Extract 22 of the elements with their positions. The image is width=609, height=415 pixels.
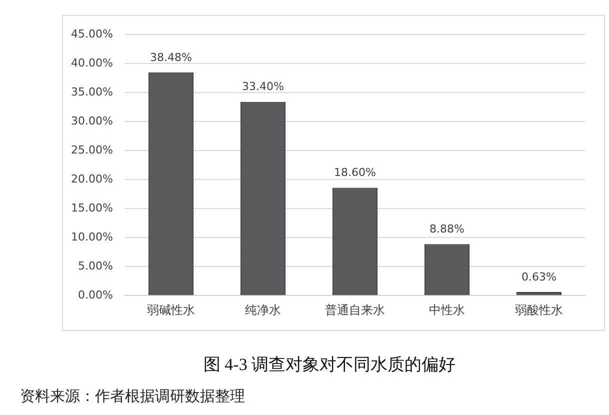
x-tick-label: 普通自来水 [325,303,385,318]
x-tick-label: 纯净水 [245,303,281,318]
data-label: 0.63% [522,270,556,284]
y-tick-label: 35.00% [71,85,113,98]
text: 图 4-3 调查对象对不同水质的偏好 [202,354,457,376]
data-label: 33.40% [242,80,284,94]
text: 资料来源：作者根据调研数据整理 [20,387,245,406]
y-tick-label: 40.00% [71,56,113,70]
data-label: 18.60% [334,166,376,180]
y-tick-label: 10.00% [71,230,113,244]
y-tick-label: 20.00% [71,172,113,186]
data-label: 8.88% [430,222,464,236]
x-tick-label: 弱酸性水 [515,303,563,318]
x-tick-label: 弱碱性水 [147,303,195,318]
data-label: 38.48% [150,50,192,64]
x-tick-label: 中性水 [429,303,465,318]
y-tick-label: 0.00% [78,288,113,302]
y-tick-label: 25.00% [71,143,113,156]
y-tick-label: 5.00% [78,259,113,272]
y-tick-label: 15.00% [71,201,113,214]
y-tick-label: 30.00% [71,114,113,128]
y-tick-label: 45.00% [71,27,113,40]
